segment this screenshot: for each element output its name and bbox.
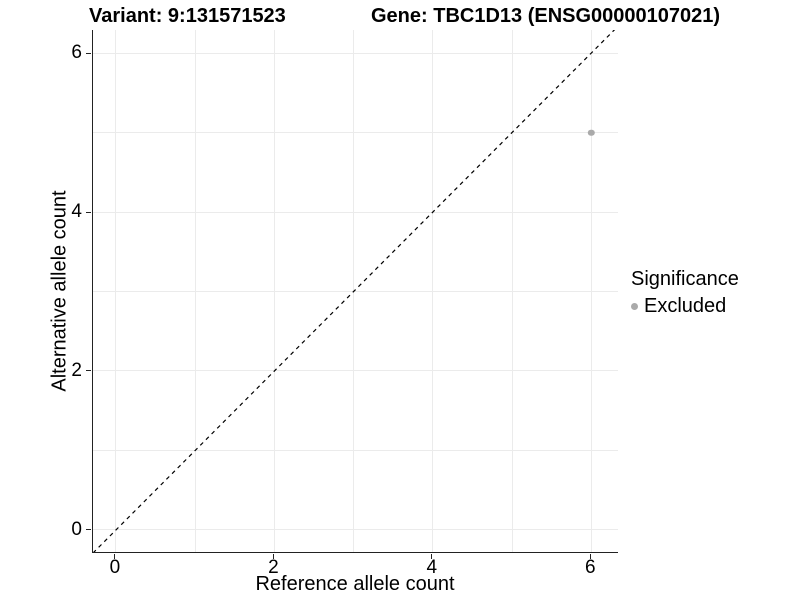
legend: Significance Excluded	[631, 268, 739, 318]
plot-title-variant: Variant: 9:131571523	[89, 5, 286, 27]
x-tick-0	[114, 554, 116, 559]
legend-item-label: Excluded	[644, 295, 727, 317]
y-tick-label-4: 4	[71, 201, 82, 223]
gridline-y-2	[93, 370, 618, 372]
x-tick-6	[589, 554, 591, 559]
data-point-excluded	[588, 129, 595, 136]
x-tick-label-6: 6	[584, 557, 596, 578]
plot-panel	[92, 30, 618, 553]
x-axis-title: Reference allele count	[255, 573, 455, 595]
y-tick-label-0: 0	[71, 518, 82, 540]
gridline-y-5	[93, 132, 618, 134]
x-tick-2	[272, 554, 274, 559]
gridline-y-3	[93, 291, 618, 292]
legend-title: Significance	[631, 268, 739, 290]
y-tick-4	[86, 211, 91, 213]
legend-key-dot-icon	[631, 303, 638, 310]
x-tick-label-4: 4	[426, 557, 438, 578]
y-tick-label-6: 6	[71, 42, 82, 64]
identity-line	[93, 30, 616, 552]
legend-item-excluded: Excluded	[631, 295, 739, 318]
x-tick-4	[431, 554, 433, 559]
y-tick-2	[86, 370, 91, 372]
y-tick-0	[86, 529, 91, 531]
y-tick-6	[86, 52, 91, 54]
gridline-y-0	[93, 529, 618, 531]
gridline-y-1	[93, 449, 618, 451]
x-tick-label-2: 2	[268, 557, 279, 578]
gridline-y-4	[93, 211, 618, 213]
y-tick-label-2: 2	[71, 359, 82, 381]
plot-title-gene: Gene: TBC1D13 (ENSG00000107021)	[371, 5, 721, 27]
gridline-y-6	[93, 52, 618, 54]
x-tick-label-0: 0	[109, 557, 121, 578]
